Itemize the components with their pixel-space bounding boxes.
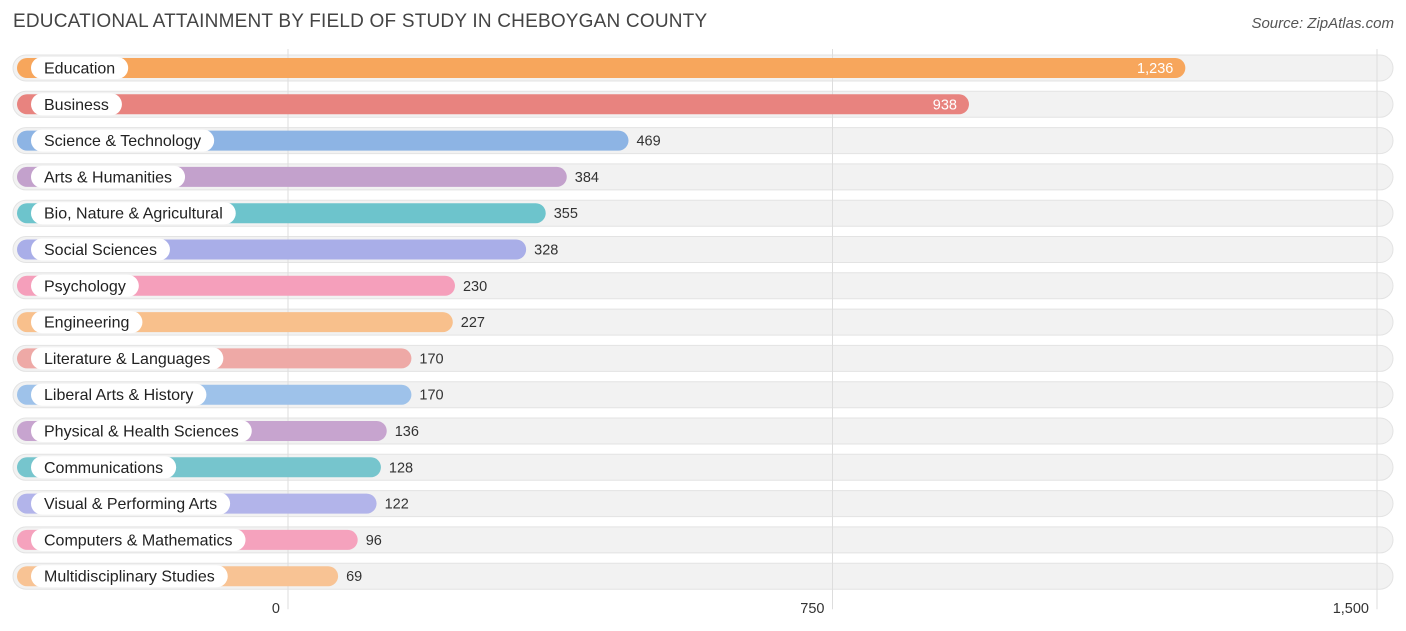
value-label: 69 xyxy=(346,569,362,585)
category-label: Computers & Mathematics xyxy=(44,532,233,549)
value-label: 469 xyxy=(636,134,660,150)
category-label-pill xyxy=(31,165,186,188)
value-label: 128 xyxy=(389,460,413,476)
value-label: 230 xyxy=(463,279,487,295)
category-label-pill xyxy=(31,528,246,551)
category-label-pill xyxy=(31,420,252,442)
category-label-pill xyxy=(31,383,207,406)
category-label-pill xyxy=(31,202,236,225)
category-label: Education xyxy=(44,61,115,78)
value-label: 355 xyxy=(554,206,578,222)
category-label: Physical & Health Sciences xyxy=(44,424,239,441)
x-tick-label: 750 xyxy=(800,601,824,617)
category-label: Visual & Performing Arts xyxy=(44,496,217,513)
row-track xyxy=(12,526,1394,554)
category-label: Psychology xyxy=(44,278,126,295)
category-label-pill xyxy=(31,311,143,334)
category-label: Social Sciences xyxy=(44,242,157,259)
value-label: 1,236 xyxy=(1137,61,1173,77)
bar xyxy=(17,94,969,115)
value-label: 170 xyxy=(419,388,443,404)
category-label: Science & Technology xyxy=(44,133,201,150)
category-label-pill xyxy=(31,129,215,152)
chart-title: EDUCATIONAL ATTAINMENT BY FIELD OF STUDY… xyxy=(13,11,708,32)
category-label: Engineering xyxy=(44,315,129,332)
category-label-pill xyxy=(31,565,228,588)
value-label: 96 xyxy=(366,533,382,549)
value-label: 328 xyxy=(534,243,558,259)
category-label-pill xyxy=(31,238,170,261)
category-label: Communications xyxy=(44,460,163,477)
value-label: 170 xyxy=(419,351,443,367)
row-track xyxy=(12,562,1394,590)
source-note: Source: ZipAtlas.com xyxy=(1251,15,1394,32)
category-label: Bio, Nature & Agricultural xyxy=(44,206,223,223)
value-label: 136 xyxy=(395,424,419,440)
category-label-pill xyxy=(31,492,231,515)
category-label: Literature & Languages xyxy=(44,351,210,368)
bar xyxy=(17,58,1186,78)
category-label-pill xyxy=(31,274,139,297)
category-label-pill xyxy=(31,347,224,370)
category-label: Liberal Arts & History xyxy=(44,387,193,404)
x-tick-label: 0 xyxy=(272,601,280,617)
value-label: 122 xyxy=(385,497,409,513)
category-label: Business xyxy=(44,97,109,114)
value-label: 227 xyxy=(461,315,485,331)
category-label: Multidisciplinary Studies xyxy=(44,569,215,586)
value-label: 938 xyxy=(933,97,957,113)
category-label-pill xyxy=(31,93,122,116)
category-label: Arts & Humanities xyxy=(44,169,172,186)
value-label: 384 xyxy=(575,170,599,186)
category-label-pill xyxy=(31,456,177,479)
category-label-pill xyxy=(31,57,129,79)
x-tick-label: 1,500 xyxy=(1333,601,1369,617)
